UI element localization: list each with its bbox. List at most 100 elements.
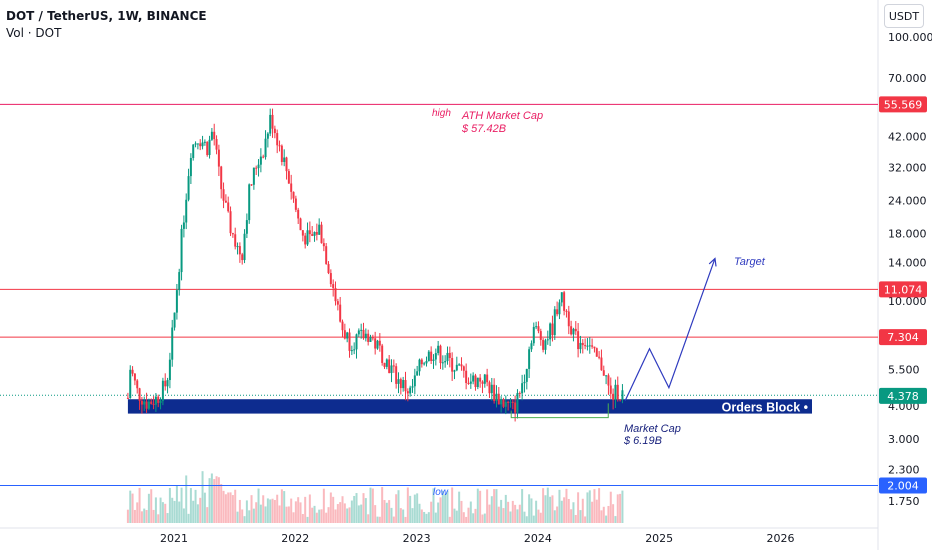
candle-body	[306, 230, 309, 245]
volume-bar	[409, 495, 412, 523]
volume-bar	[320, 509, 323, 523]
candle-body	[255, 167, 258, 169]
candle-body	[511, 401, 514, 403]
candle-body	[166, 380, 169, 387]
volume-bar	[222, 490, 225, 523]
price-tick-label: 70.000	[888, 72, 927, 85]
candle-body	[250, 184, 253, 186]
candle-body	[621, 390, 624, 400]
volume-bar	[206, 507, 209, 523]
volume-bar	[227, 492, 230, 523]
volume-bar	[255, 502, 258, 523]
candle-body	[563, 292, 566, 311]
candle-body	[245, 220, 248, 234]
volume-bar	[392, 516, 395, 523]
candle-body	[136, 380, 139, 389]
volume-bar	[577, 492, 580, 523]
volume-bar	[486, 489, 489, 523]
price-tick-label: 2.300	[888, 464, 920, 477]
volume-bar	[427, 512, 430, 523]
candle-body	[586, 345, 589, 347]
time-tick-label: 2025	[645, 532, 673, 545]
candle-body	[374, 338, 377, 349]
candle-body	[140, 400, 143, 405]
volume-bar	[588, 490, 591, 523]
volume-bar	[518, 504, 521, 523]
candle-body	[350, 350, 353, 352]
chart-title: DOT / TetherUS, 1W, BINANCE	[6, 9, 207, 23]
candle-body	[224, 200, 227, 203]
volume-bar	[315, 512, 318, 523]
candle-body	[570, 326, 573, 335]
volume-bar	[609, 491, 612, 523]
volume-bar	[369, 487, 372, 523]
volume-bar	[252, 508, 255, 523]
candle-body	[297, 209, 300, 219]
candle-body	[495, 393, 498, 402]
candle-body	[525, 368, 528, 382]
volume-bar	[572, 502, 575, 523]
candle-body	[220, 166, 223, 190]
volume-bar	[318, 509, 321, 523]
orders-block-rect	[127, 399, 812, 414]
candle-body	[537, 326, 540, 332]
volume-bar	[168, 487, 171, 523]
volume-bar	[420, 509, 423, 523]
candle-body	[273, 128, 276, 134]
volume-bar	[138, 487, 141, 523]
candle-body	[451, 357, 454, 372]
volume-bar	[388, 500, 391, 523]
candle-body	[236, 246, 239, 248]
candle-body	[234, 234, 237, 247]
volume-bar	[602, 506, 605, 523]
time-tick-label: 2024	[524, 532, 552, 545]
candle-body	[392, 365, 395, 367]
volume-bar	[194, 489, 197, 523]
candle-body	[446, 352, 449, 362]
volume-bar	[560, 500, 563, 523]
candle-body	[154, 396, 157, 405]
volume-bar	[250, 495, 253, 523]
candle-body	[420, 359, 423, 365]
candle-body	[476, 377, 479, 388]
candle-body	[311, 234, 314, 236]
candle-body	[339, 304, 342, 322]
volume-bar	[140, 511, 143, 523]
candle-body	[598, 356, 601, 358]
volume-bar	[189, 488, 192, 523]
volume-bar	[507, 501, 510, 523]
volume-bar	[539, 512, 542, 523]
candle-body	[507, 401, 510, 403]
volume-bar	[448, 516, 451, 523]
candle-body	[616, 384, 619, 400]
volume-bar	[236, 511, 239, 523]
candle-body	[308, 230, 311, 235]
candle-body	[320, 224, 323, 244]
volume-bar	[579, 510, 582, 523]
volume-bar	[350, 500, 353, 523]
volume-bar	[220, 484, 223, 523]
volume-bar	[378, 516, 381, 523]
volume-bar	[465, 516, 468, 523]
volume-bar	[481, 514, 484, 523]
candle-body	[378, 340, 381, 346]
currency-button[interactable]: USDT	[884, 4, 924, 28]
volume-bar	[551, 495, 554, 523]
candle-body	[185, 199, 188, 223]
volume-bar	[535, 500, 538, 523]
time-tick-label: 2021	[160, 532, 188, 545]
volume-bar	[262, 495, 265, 523]
volume-bar	[525, 516, 528, 523]
candle-body	[145, 401, 148, 409]
candle-body	[150, 401, 153, 404]
volume-indicator-label[interactable]: Vol · DOT	[6, 26, 62, 40]
volume-bar	[283, 491, 286, 523]
volume-bar	[297, 497, 300, 523]
price-tag-label: 2.004	[887, 479, 919, 492]
volume-bar	[500, 499, 503, 523]
candle-body	[360, 329, 363, 331]
price-tag-label: 4.378	[887, 390, 919, 403]
volume-bar	[612, 504, 615, 523]
volume-bar	[341, 496, 344, 523]
